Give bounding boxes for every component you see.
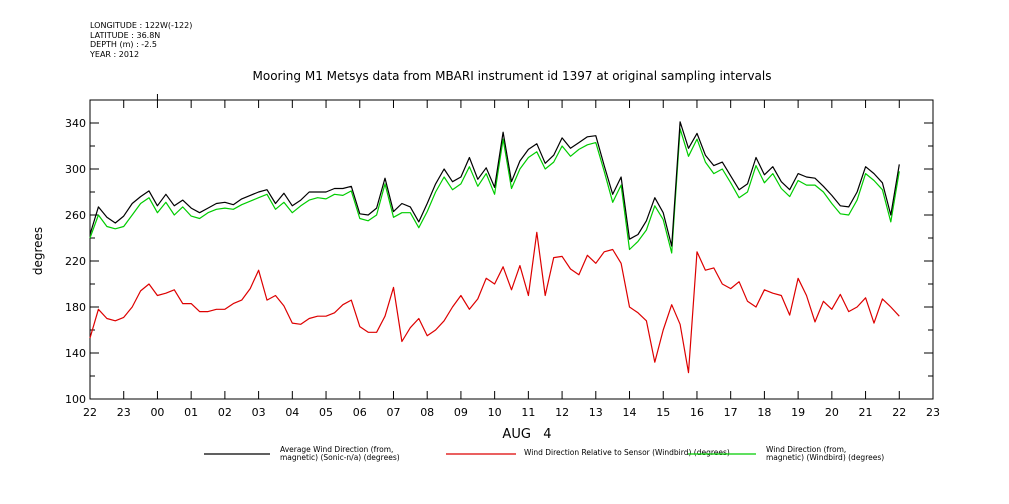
x-axis: 22 23 00 01 02 03 04 05 06 07 08 09 10 11 12 13 14 15 16 17… bbox=[83, 100, 940, 419]
x-tick-label: 08 bbox=[420, 406, 434, 419]
y-tick-label: 340 bbox=[65, 117, 86, 130]
depth-label: DEPTH (m) : -2.5 bbox=[90, 40, 157, 49]
y-tick-label: 300 bbox=[65, 163, 86, 176]
y-tick-label: 140 bbox=[65, 347, 86, 360]
x-axis-label: AUG 4 bbox=[502, 427, 551, 442]
x-tick-label: 15 bbox=[656, 406, 670, 419]
year-label: YEAR : 2012 bbox=[90, 49, 140, 59]
x-tick-label: 04 bbox=[285, 406, 299, 419]
x-tick-label: 21 bbox=[859, 406, 873, 419]
x-tick-label: 09 bbox=[454, 406, 468, 419]
x-tick-label: 06 bbox=[353, 406, 367, 419]
legend-label-1: magnetic) (Sonic-n/a) (degrees) bbox=[280, 453, 400, 462]
y-axis-label: degrees bbox=[31, 227, 45, 275]
station-metadata: LONGITUDE : 122W(-122) LATITUDE : 36.8N … bbox=[90, 21, 192, 59]
series-line-3 bbox=[89, 128, 900, 254]
x-tick-label: 11 bbox=[521, 406, 535, 419]
x-tick-label: 01 bbox=[184, 406, 198, 419]
y-tick-label: 220 bbox=[65, 255, 86, 268]
series-line-2 bbox=[89, 231, 900, 374]
x-tick-label: 07 bbox=[386, 406, 400, 419]
series-layer bbox=[89, 121, 900, 374]
x-tick-label: 00 bbox=[150, 406, 164, 419]
legend-label-3: Wind Direction (from, bbox=[766, 445, 846, 454]
x-tick-label: 17 bbox=[724, 406, 738, 419]
legend-label-3: magnetic) (Windbird) (degrees) bbox=[766, 453, 884, 462]
x-tick-label: 03 bbox=[252, 406, 266, 419]
series-line-1 bbox=[89, 121, 900, 247]
plot-border bbox=[89, 99, 934, 400]
x-tick-label: 05 bbox=[319, 406, 333, 419]
x-tick-label: 20 bbox=[825, 406, 839, 419]
longitude-label: LONGITUDE : 122W(-122) bbox=[90, 21, 193, 30]
x-tick-label: 22 bbox=[83, 406, 97, 419]
x-tick-label: 14 bbox=[623, 406, 637, 419]
y-tick-label: 100 bbox=[65, 393, 86, 406]
x-tick-label: 22 bbox=[892, 406, 906, 419]
plot-frame bbox=[89, 94, 934, 400]
chart-legend: Average Wind Direction (from,magnetic) (… bbox=[204, 445, 884, 462]
x-tick-label: 23 bbox=[926, 406, 940, 419]
x-tick-label: 02 bbox=[218, 406, 232, 419]
x-tick-label: 18 bbox=[757, 406, 771, 419]
legend-label-2: Wind Direction Relative to Sensor (Windb… bbox=[524, 448, 730, 457]
chart-title: Mooring M1 Metsys data from MBARI instru… bbox=[253, 69, 772, 83]
x-tick-label: 16 bbox=[690, 406, 704, 419]
x-tick-label: 23 bbox=[117, 406, 131, 419]
x-tick-label: 19 bbox=[791, 406, 805, 419]
y-axis: 100 140 180 220 260 300 340 bbox=[65, 99, 933, 406]
latitude-label: LATITUDE : 36.8N bbox=[90, 30, 161, 40]
x-tick-label: 12 bbox=[555, 406, 569, 419]
y-tick-label: 180 bbox=[65, 301, 86, 314]
x-tick-label: 10 bbox=[488, 406, 502, 419]
legend-label-1: Average Wind Direction (from, bbox=[280, 445, 393, 454]
y-tick-label: 260 bbox=[65, 209, 86, 222]
x-tick-label: 13 bbox=[589, 406, 603, 419]
